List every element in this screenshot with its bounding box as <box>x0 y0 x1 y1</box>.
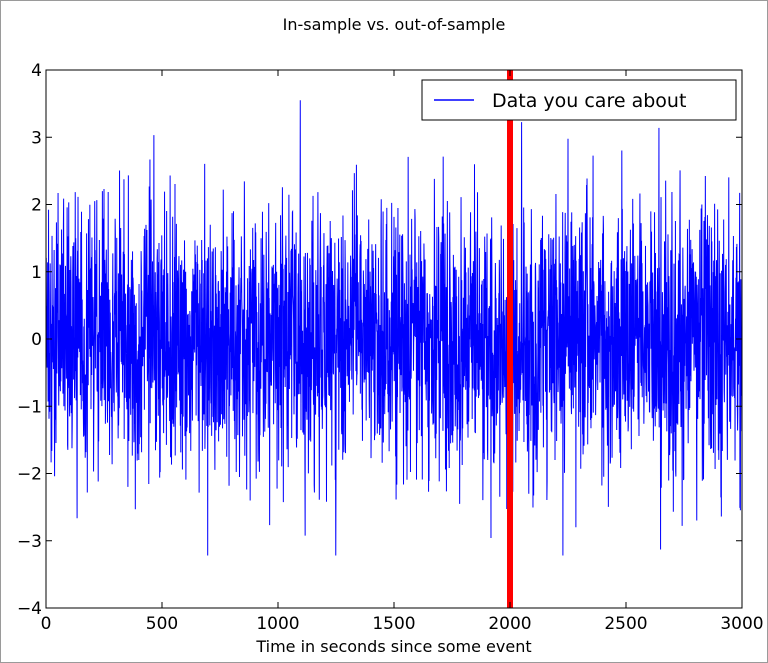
legend: Data you care about <box>421 79 737 121</box>
x-tick-label: 1500 <box>372 614 415 634</box>
legend-box <box>421 79 737 121</box>
y-tick-label: 4 <box>31 61 42 81</box>
series-line <box>46 100 742 556</box>
x-tick-label: 2500 <box>604 614 647 634</box>
y-tick-label: −2 <box>17 465 42 485</box>
series-group <box>46 100 742 556</box>
axis-ticks <box>45 69 743 609</box>
y-tick-label: −4 <box>17 599 42 619</box>
y-tick-label: 2 <box>31 196 42 216</box>
legend-label: Data you care about <box>492 90 686 112</box>
y-tick-label: 0 <box>31 330 42 350</box>
chart-title: In-sample vs. out-of-sample <box>283 15 506 34</box>
y-tick-label: −1 <box>17 397 42 417</box>
x-axis-label: Time in seconds since some event <box>255 637 531 656</box>
x-tick-label: 500 <box>146 614 178 634</box>
y-tick-label: 3 <box>31 128 42 148</box>
x-tick-label: 1000 <box>256 614 299 634</box>
y-tick-label: −3 <box>17 532 42 552</box>
x-tick-label: 2000 <box>488 614 531 634</box>
y-tick-labels: 4 3 2 1 0 −1 −2 −3 −4 <box>17 61 42 619</box>
x-tick-labels: 0 500 1000 1500 2000 2500 3000 <box>41 614 764 634</box>
y-tick-label: 1 <box>31 263 42 283</box>
x-tick-label: 3000 <box>720 614 763 634</box>
x-tick-label: 0 <box>41 614 52 634</box>
